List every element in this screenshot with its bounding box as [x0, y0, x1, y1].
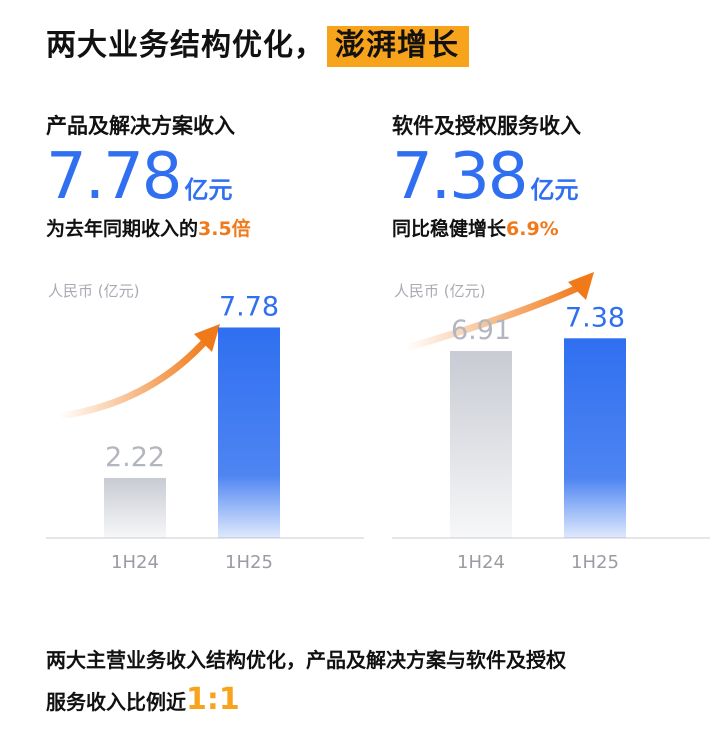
- left-panel: 产品及解决方案收入 7.78 亿元 为去年同期收入的3.5倍: [46, 110, 366, 241]
- right-panel-value: 7.38: [392, 140, 528, 214]
- left-panel-unit: 亿元: [184, 176, 233, 204]
- right-panel-note-prefix: 同比稳健增长: [392, 218, 507, 240]
- growth-arrow: [56, 334, 212, 420]
- headline: 两大业务结构优化， 澎湃增长: [46, 20, 469, 67]
- bar-1H24: [450, 351, 512, 538]
- left-panel-note: 为去年同期收入的3.5倍: [46, 214, 366, 241]
- left-panel-note-accent: 3.5倍: [198, 218, 251, 240]
- growth-arrow: [402, 282, 586, 352]
- right-panel: 软件及授权服务收入 7.38 亿元 同比稳健增长6.9%: [392, 110, 712, 241]
- left-panel-value: 7.78: [46, 140, 182, 214]
- x-tick-1H25: 1H25: [225, 552, 273, 573]
- bar-1H25: [564, 338, 626, 538]
- left-panel-note-prefix: 为去年同期收入的: [46, 218, 199, 240]
- right-panel-value-row: 7.38 亿元: [392, 142, 712, 212]
- y-axis-label: 人民币 (亿元): [48, 282, 139, 300]
- data-label-1H24: 2.22: [105, 442, 165, 473]
- footer-ratio: 1:1: [186, 682, 240, 717]
- data-label-1H25: 7.38: [565, 302, 625, 333]
- data-label-1H25: 7.78: [219, 291, 279, 322]
- growth-arrow-head: [194, 324, 220, 352]
- footer-line-2: 服务收入比例近1:1: [46, 680, 686, 722]
- bar-chart-software-revenue: 人民币 (亿元) 6.91 1H24 7.38 1H25: [392, 272, 710, 573]
- bar-1H24: [104, 477, 166, 538]
- left-panel-label: 产品及解决方案收入: [46, 114, 235, 138]
- x-tick-1H24: 1H24: [111, 552, 159, 573]
- x-tick-1H24: 1H24: [457, 552, 505, 573]
- footer-summary: 两大主营业务收入结构优化，产品及解决方案与软件及授权 服务收入比例近1:1: [46, 640, 686, 722]
- y-axis-label: 人民币 (亿元): [394, 282, 485, 300]
- headline-prefix: 两大业务结构优化，: [46, 28, 325, 63]
- footer-line-1: 两大主营业务收入结构优化，产品及解决方案与软件及授权: [46, 648, 566, 672]
- right-panel-note-accent: 6.9%: [506, 218, 559, 240]
- footer-line-2-prefix: 服务收入比例近: [46, 690, 186, 714]
- right-panel-note: 同比稳健增长6.9%: [392, 214, 712, 241]
- bar-1H25: [218, 327, 280, 538]
- bar-chart-product-revenue: 人民币 (亿元) 2.22 1H24 7.78 1H25: [46, 282, 364, 573]
- data-label-1H24: 6.91: [451, 315, 511, 346]
- right-panel-unit: 亿元: [530, 176, 579, 204]
- left-panel-value-row: 7.78 亿元: [46, 142, 366, 212]
- right-panel-label: 软件及授权服务收入: [392, 114, 581, 138]
- headline-highlight: 澎湃增长: [327, 26, 469, 67]
- x-tick-1H25: 1H25: [571, 552, 619, 573]
- growth-arrow-head: [568, 272, 594, 300]
